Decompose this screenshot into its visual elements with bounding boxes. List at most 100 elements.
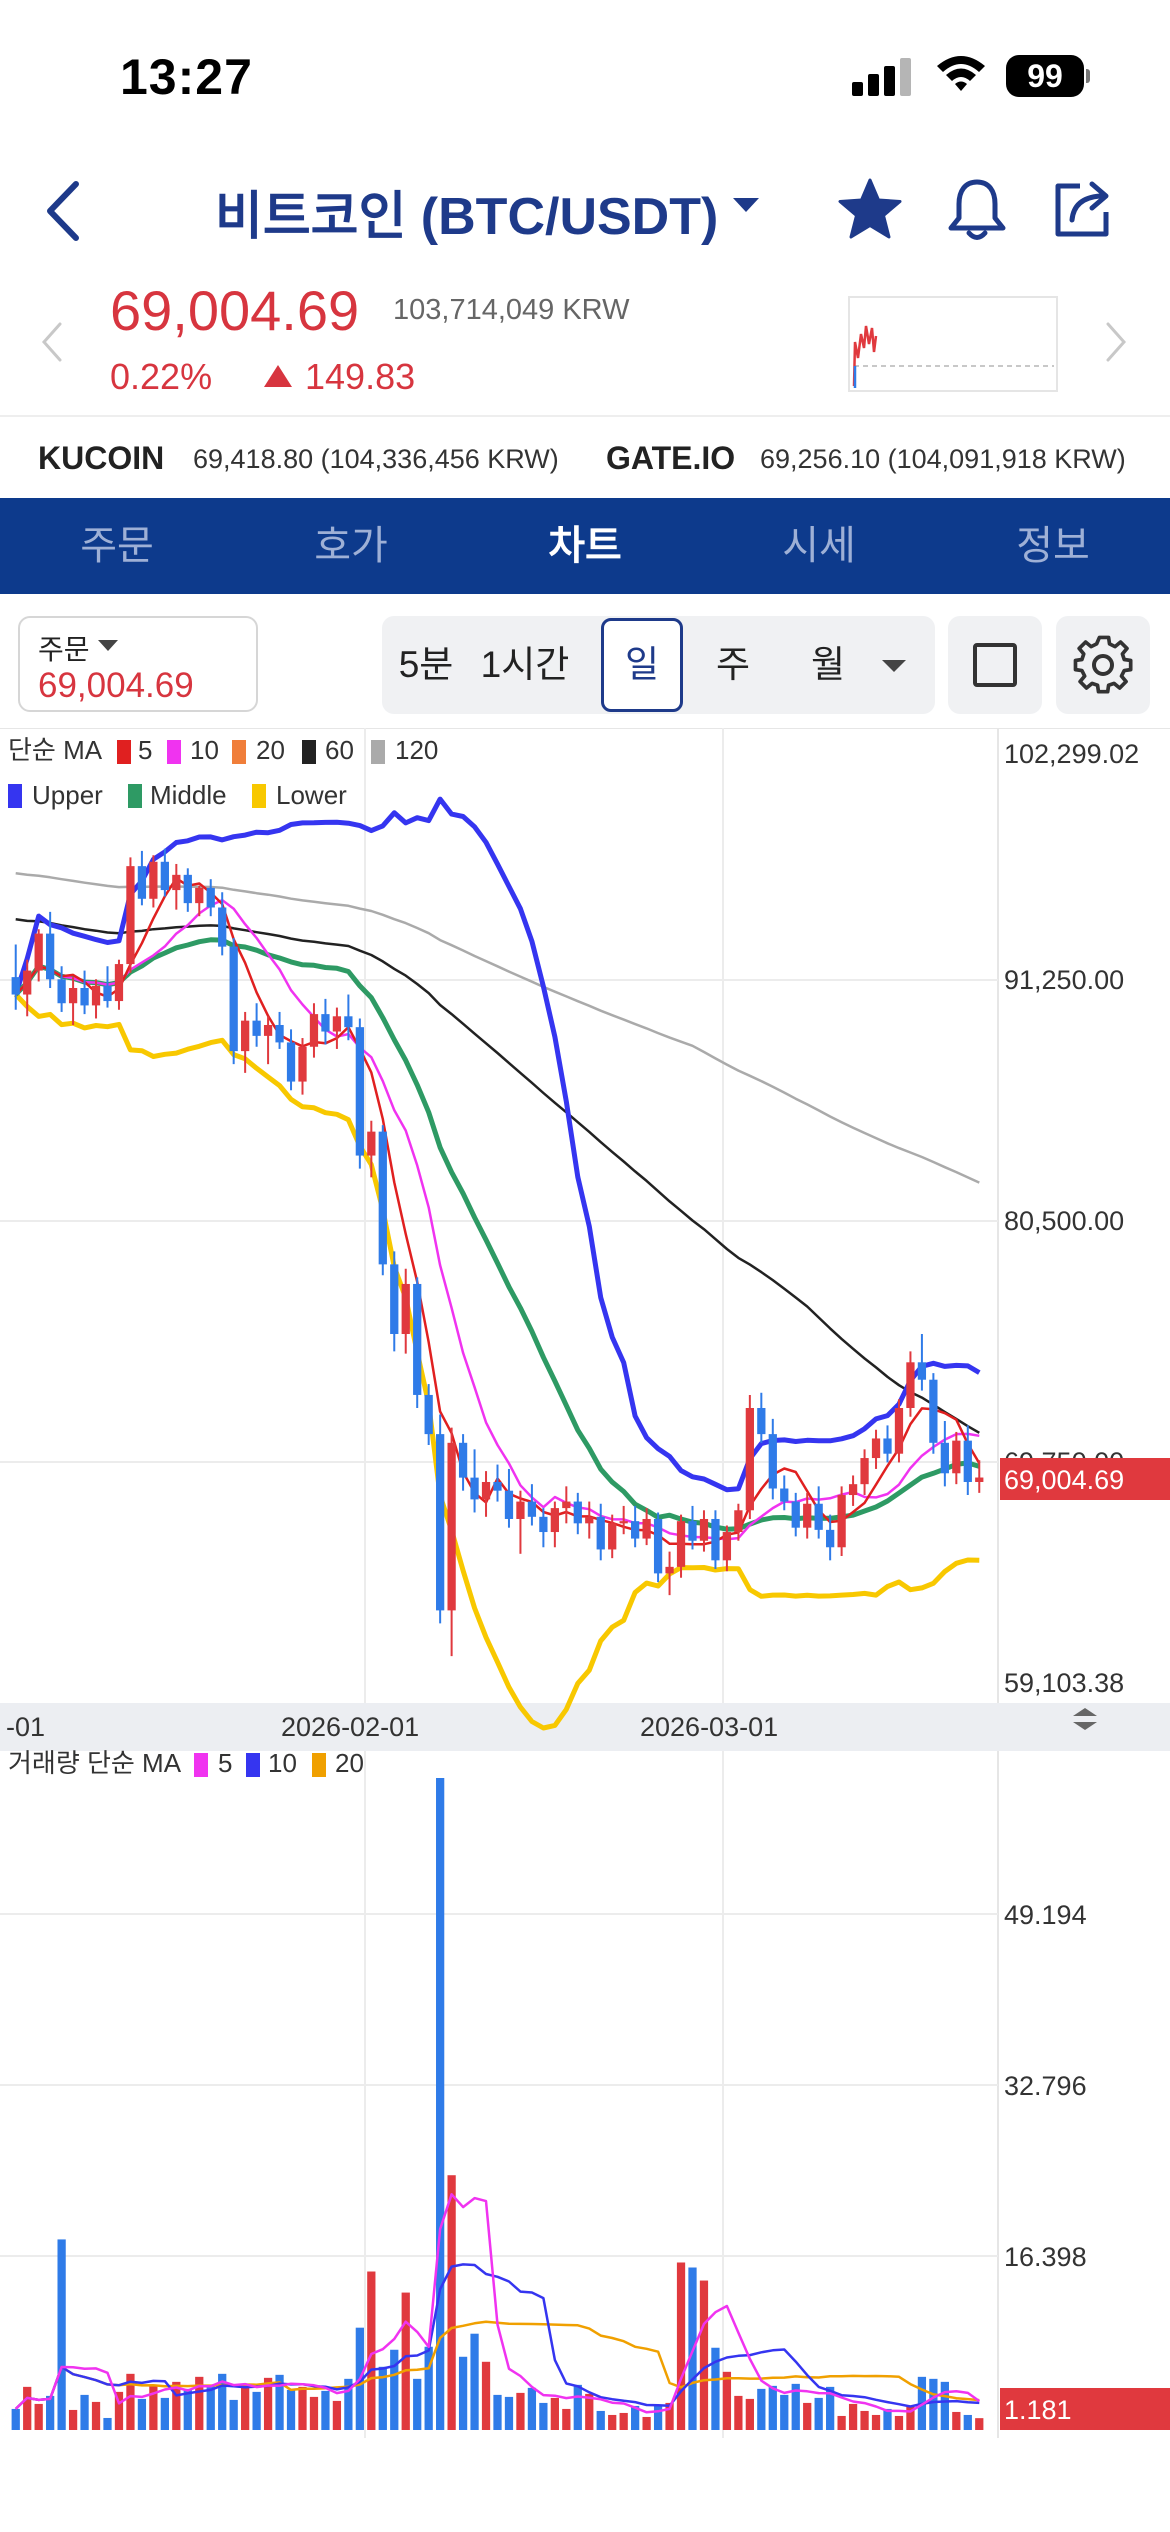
volume-bar[interactable] bbox=[424, 2346, 433, 2430]
volume-bar[interactable] bbox=[722, 2371, 732, 2430]
candle[interactable] bbox=[436, 1414, 445, 1624]
volume-bar[interactable] bbox=[975, 2418, 984, 2430]
candle[interactable] bbox=[952, 1431, 961, 1485]
volume-bar[interactable] bbox=[734, 2395, 743, 2430]
candle[interactable] bbox=[803, 1492, 812, 1539]
volume-bar[interactable] bbox=[195, 2376, 204, 2430]
volume-bar[interactable] bbox=[218, 2373, 227, 2430]
price-chart-area[interactable]: 단순 MA 5 10 20 60 120 Upper Middle Lower … bbox=[0, 728, 1170, 2438]
candle[interactable] bbox=[413, 1277, 422, 1408]
candle[interactable] bbox=[344, 994, 353, 1041]
volume-bar[interactable] bbox=[699, 2280, 709, 2430]
next-coin-button[interactable] bbox=[1100, 320, 1130, 364]
candle[interactable] bbox=[883, 1425, 892, 1463]
volume-bar[interactable] bbox=[894, 2415, 904, 2430]
volume-bar[interactable] bbox=[516, 2392, 525, 2430]
candle[interactable] bbox=[665, 1551, 674, 1596]
candle[interactable] bbox=[275, 1011, 284, 1049]
volume-bar[interactable] bbox=[275, 2374, 284, 2430]
drawing-tool-button[interactable] bbox=[948, 616, 1042, 714]
candle[interactable] bbox=[309, 1003, 319, 1058]
candle[interactable] bbox=[791, 1492, 800, 1537]
candle[interactable] bbox=[80, 970, 89, 1015]
volume-bar[interactable] bbox=[46, 2395, 55, 2430]
interval-1hour[interactable]: 1시간 bbox=[480, 644, 570, 685]
order-quick-button[interactable]: 주문 69,004.69 bbox=[18, 616, 258, 712]
candle[interactable] bbox=[619, 1505, 628, 1535]
candle[interactable] bbox=[183, 868, 192, 912]
volume-bar[interactable] bbox=[711, 2347, 720, 2430]
volume-bar[interactable] bbox=[321, 2390, 330, 2430]
volume-bar[interactable] bbox=[631, 2405, 640, 2430]
volume-bar[interactable] bbox=[309, 2396, 319, 2430]
candle[interactable] bbox=[160, 848, 169, 897]
candle[interactable] bbox=[550, 1501, 559, 1548]
volume-bar[interactable] bbox=[11, 2408, 20, 2430]
volume-bar[interactable] bbox=[286, 2389, 296, 2430]
volume-bar[interactable] bbox=[34, 2403, 43, 2430]
volume-bar[interactable] bbox=[906, 2406, 915, 2430]
candle[interactable] bbox=[963, 1425, 972, 1496]
candle[interactable] bbox=[298, 1038, 307, 1095]
candle[interactable] bbox=[229, 937, 238, 1065]
volume-bar[interactable] bbox=[837, 2415, 846, 2430]
volume-bar[interactable] bbox=[436, 1778, 445, 2430]
volume-bar[interactable] bbox=[826, 2386, 835, 2430]
share-button[interactable] bbox=[1050, 176, 1118, 244]
volume-bar[interactable] bbox=[539, 2402, 548, 2430]
candle[interactable] bbox=[470, 1449, 479, 1513]
volume-bar[interactable] bbox=[814, 2397, 823, 2430]
candle[interactable] bbox=[848, 1475, 858, 1506]
volume-bar[interactable] bbox=[504, 2396, 514, 2430]
coin-title[interactable]: 비트코인 (BTC/USDT) bbox=[215, 188, 719, 246]
interval-5min[interactable]: 5분 bbox=[398, 644, 454, 685]
candle[interactable] bbox=[871, 1429, 881, 1469]
tab-market-price[interactable]: 시세 bbox=[782, 524, 856, 568]
tab-chart[interactable]: 차트 bbox=[548, 524, 622, 568]
interval-month[interactable]: 월 bbox=[810, 644, 846, 685]
volume-bar[interactable] bbox=[378, 2366, 387, 2430]
volume-bar[interactable] bbox=[68, 2409, 78, 2430]
volume-bar[interactable] bbox=[172, 2381, 181, 2430]
candle[interactable] bbox=[768, 1418, 777, 1500]
candle[interactable] bbox=[321, 998, 330, 1045]
candle[interactable] bbox=[172, 863, 181, 910]
tab-orderbook[interactable]: 호가 bbox=[314, 524, 388, 568]
volume-bar[interactable] bbox=[803, 2402, 812, 2430]
candle[interactable] bbox=[688, 1505, 697, 1550]
interval-day[interactable]: 일 bbox=[601, 618, 683, 712]
volume-bar[interactable] bbox=[757, 2388, 766, 2430]
candle[interactable] bbox=[11, 944, 20, 1010]
volume-bar[interactable] bbox=[550, 2397, 559, 2430]
price-legend[interactable]: 단순 MA 5 10 20 60 120 Upper Middle Lower bbox=[8, 735, 438, 810]
candle[interactable] bbox=[516, 1490, 525, 1554]
candle[interactable] bbox=[149, 855, 158, 908]
volume-bar[interactable] bbox=[413, 2378, 422, 2430]
volume-bar[interactable] bbox=[791, 2383, 800, 2430]
candle[interactable] bbox=[539, 1508, 548, 1548]
candle[interactable] bbox=[780, 1475, 789, 1511]
chart-settings-button[interactable] bbox=[1056, 616, 1150, 714]
candle[interactable] bbox=[424, 1384, 433, 1445]
volume-bar[interactable] bbox=[390, 2349, 399, 2430]
volume-bar[interactable] bbox=[493, 2394, 502, 2430]
volume-bar[interactable] bbox=[653, 2405, 663, 2430]
volume-bar[interactable] bbox=[252, 2391, 261, 2430]
candlestick-chart[interactable]: 단순 MA 5 10 20 60 120 Upper Middle Lower … bbox=[0, 728, 1170, 2438]
volume-bar[interactable] bbox=[768, 2385, 777, 2430]
candle[interactable] bbox=[493, 1464, 502, 1502]
candle[interactable] bbox=[504, 1468, 514, 1528]
candle[interactable] bbox=[757, 1392, 766, 1443]
volume-bar[interactable] bbox=[780, 2394, 789, 2430]
volume-bar[interactable] bbox=[665, 2402, 674, 2430]
candle[interactable] bbox=[722, 1525, 732, 1572]
candle[interactable] bbox=[23, 959, 32, 1017]
volume-bar[interactable] bbox=[871, 2414, 881, 2430]
volume-bar[interactable] bbox=[126, 2373, 135, 2430]
candle[interactable] bbox=[114, 959, 124, 1010]
volume-bar[interactable] bbox=[848, 2403, 858, 2430]
candle[interactable] bbox=[458, 1434, 468, 1491]
volume-bar[interactable] bbox=[963, 2414, 972, 2430]
caret-down-icon[interactable] bbox=[733, 198, 759, 212]
previous-coin-button[interactable] bbox=[38, 320, 68, 364]
